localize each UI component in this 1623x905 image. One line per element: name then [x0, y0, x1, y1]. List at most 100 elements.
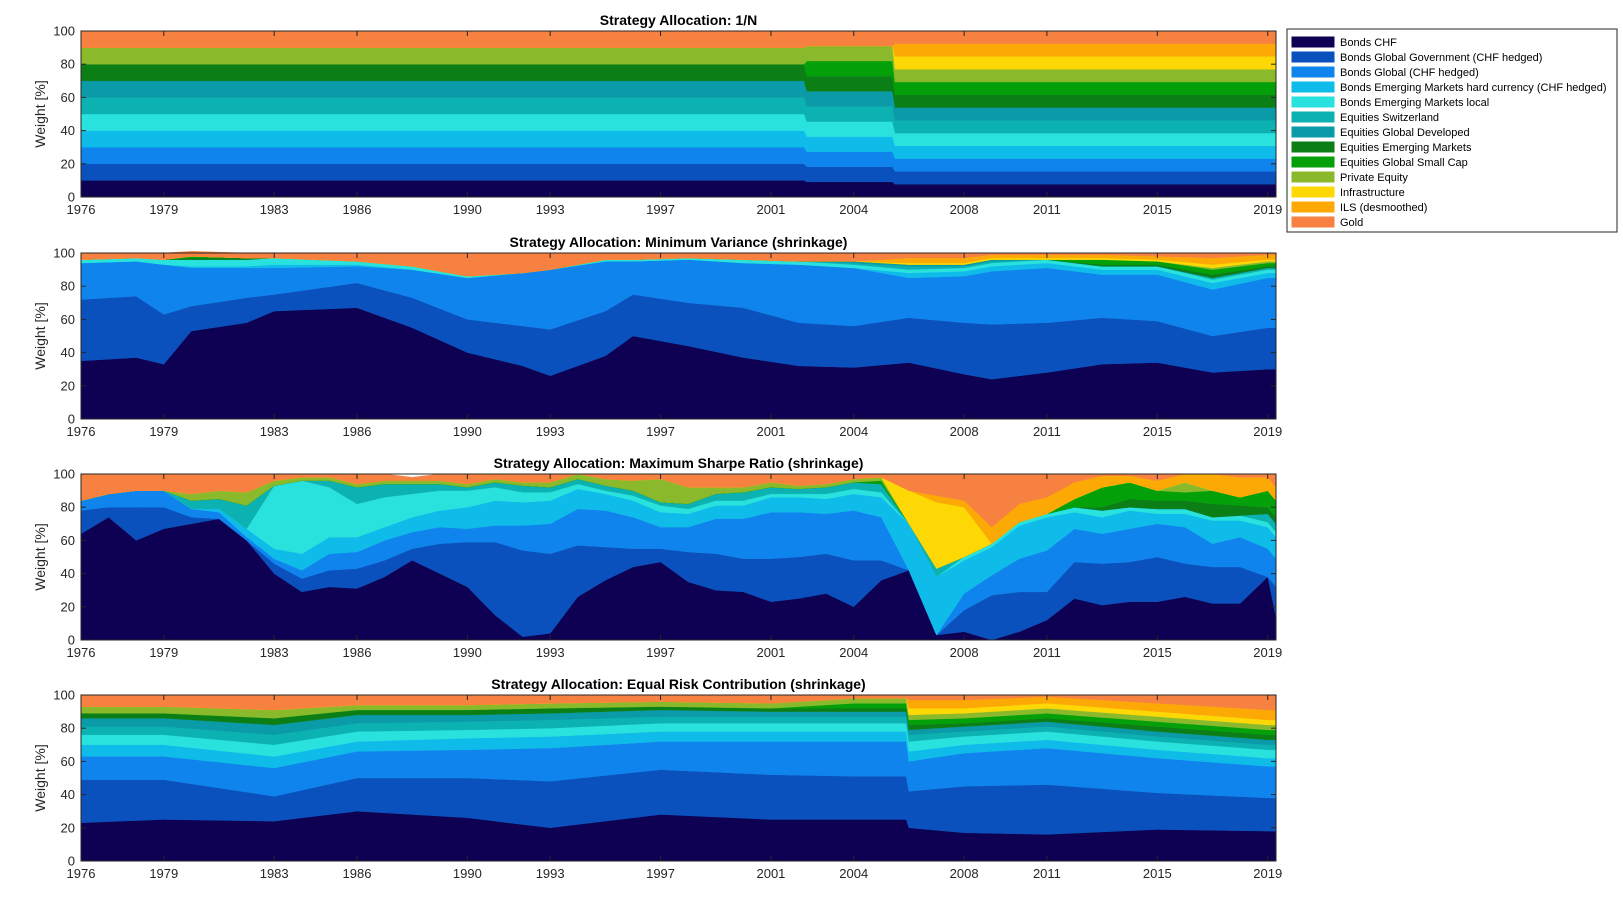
x-tick-label: 2011 [1033, 202, 1061, 217]
x-tick-label: 1986 [343, 866, 372, 881]
y-tick-label: 60 [61, 312, 75, 327]
x-tick-label: 2019 [1253, 202, 1282, 217]
x-tick-label: 1990 [453, 424, 482, 439]
x-tick-label: 2004 [839, 202, 868, 217]
x-tick-label: 2008 [950, 866, 979, 881]
x-tick-label: 2001 [756, 866, 785, 881]
y-tick-label: 20 [61, 378, 75, 393]
x-tick-label: 2019 [1253, 866, 1282, 881]
y-axis-label: Weight [%] [32, 744, 48, 811]
axes-box [80, 252, 1277, 420]
chart-panel: 1976 1979 1983 1986 1990 1993 1997 2001 2004 2008… [32, 12, 1282, 217]
legend-swatch [1291, 36, 1335, 48]
axes-box [80, 694, 1277, 862]
x-tick-label: 2004 [839, 424, 868, 439]
y-tick-label: 60 [61, 533, 75, 548]
y-axis-label: Weight [%] [32, 80, 48, 147]
legend-label: Gold [1340, 217, 1363, 229]
x-tick-label: 1997 [646, 202, 675, 217]
x-tick-label: 1983 [260, 424, 289, 439]
legend-swatch [1291, 126, 1335, 138]
x-tick-label: 2011 [1033, 866, 1061, 881]
y-tick-label: 0 [68, 854, 75, 869]
chart-panels: 1976 1979 1983 1986 1990 1993 1997 2001 2004 2008… [32, 12, 1282, 881]
chart-panel: 1976 1979 1983 1986 1990 1993 1997 2001 2004 2008… [32, 234, 1282, 439]
legend-box [1286, 28, 1618, 233]
x-tick-label: 2011 [1033, 424, 1061, 439]
x-tick-label: 1979 [149, 202, 178, 217]
x-tick-label: 1993 [536, 424, 565, 439]
x-tick-label: 1976 [67, 645, 96, 660]
x-tick-label: 2019 [1253, 645, 1282, 660]
axes-box [80, 473, 1277, 641]
y-tick-label: 100 [53, 24, 75, 39]
legend-swatch [1291, 156, 1335, 168]
x-tick-label: 2004 [839, 866, 868, 881]
legend-swatch [1291, 216, 1335, 228]
legend-label: Bonds Global (CHF hedged) [1340, 67, 1479, 79]
x-tick-label: 1976 [67, 202, 96, 217]
x-tick-label: 2008 [950, 424, 979, 439]
legend-swatch [1291, 51, 1335, 63]
y-tick-label: 80 [61, 721, 75, 736]
legend-swatch [1291, 171, 1335, 183]
chart-panel: 1976 1979 1983 1986 1990 1993 1997 2001 2004 2008… [32, 676, 1282, 881]
chart-title: Strategy Allocation: Equal Risk Contribu… [491, 676, 865, 692]
legend-label: Bonds Emerging Markets hard currency (CH… [1340, 82, 1607, 94]
y-tick-label: 60 [61, 90, 75, 105]
y-tick-label: 20 [61, 599, 75, 614]
y-tick-label: 40 [61, 566, 75, 581]
x-tick-label: 2019 [1253, 424, 1282, 439]
legend-label: Equities Global Developed [1340, 127, 1470, 139]
legend: Bonds CHF Bonds Global Government (CHF he… [1286, 28, 1618, 233]
x-tick-label: 1997 [646, 424, 675, 439]
x-tick-label: 1986 [343, 645, 372, 660]
x-tick-label: 2015 [1143, 645, 1172, 660]
x-tick-label: 1990 [453, 202, 482, 217]
x-tick-label: 1986 [343, 424, 372, 439]
legend-swatch [1291, 96, 1335, 108]
legend-swatch [1291, 201, 1335, 213]
x-tick-label: 1986 [343, 202, 372, 217]
chart-title: Strategy Allocation: Minimum Variance (s… [510, 234, 848, 250]
y-tick-label: 0 [68, 633, 75, 648]
y-tick-label: 60 [61, 754, 75, 769]
y-tick-label: 40 [61, 345, 75, 360]
y-axis-label: Weight [%] [32, 523, 48, 590]
x-tick-label: 2001 [756, 424, 785, 439]
y-tick-label: 80 [61, 500, 75, 515]
y-tick-label: 0 [68, 412, 75, 427]
x-tick-label: 2015 [1143, 424, 1172, 439]
y-tick-label: 0 [68, 190, 75, 205]
legend-label: Bonds Global Government (CHF hedged) [1340, 52, 1542, 64]
legend-label: Equities Emerging Markets [1340, 142, 1472, 154]
x-tick-label: 1997 [646, 645, 675, 660]
x-tick-label: 1990 [453, 866, 482, 881]
y-tick-label: 80 [61, 57, 75, 72]
y-tick-label: 40 [61, 123, 75, 138]
legend-label: Bonds Emerging Markets local [1340, 97, 1489, 109]
y-tick-label: 100 [53, 246, 75, 261]
y-tick-label: 20 [61, 820, 75, 835]
x-tick-label: 2015 [1143, 866, 1172, 881]
x-tick-label: 1979 [149, 866, 178, 881]
x-tick-label: 1976 [67, 424, 96, 439]
x-tick-label: 1976 [67, 866, 96, 881]
legend-label: Equities Global Small Cap [1340, 157, 1468, 169]
axes-box [80, 30, 1277, 198]
y-tick-label: 80 [61, 279, 75, 294]
legend-label: Equities Switzerland [1340, 112, 1439, 124]
legend-swatch [1291, 186, 1335, 198]
chart-title: Strategy Allocation: Maximum Sharpe Rati… [494, 455, 864, 471]
x-tick-label: 1997 [646, 866, 675, 881]
legend-swatch [1291, 111, 1335, 123]
legend-swatch [1291, 141, 1335, 153]
x-tick-label: 1979 [149, 645, 178, 660]
y-axis-label: Weight [%] [32, 302, 48, 369]
legend-entries: Bonds CHF Bonds Global Government (CHF he… [1291, 36, 1607, 229]
legend-swatch [1291, 81, 1335, 93]
y-tick-label: 100 [53, 467, 75, 482]
legend-label: ILS (desmoothed) [1340, 202, 1427, 214]
x-tick-label: 1983 [260, 866, 289, 881]
